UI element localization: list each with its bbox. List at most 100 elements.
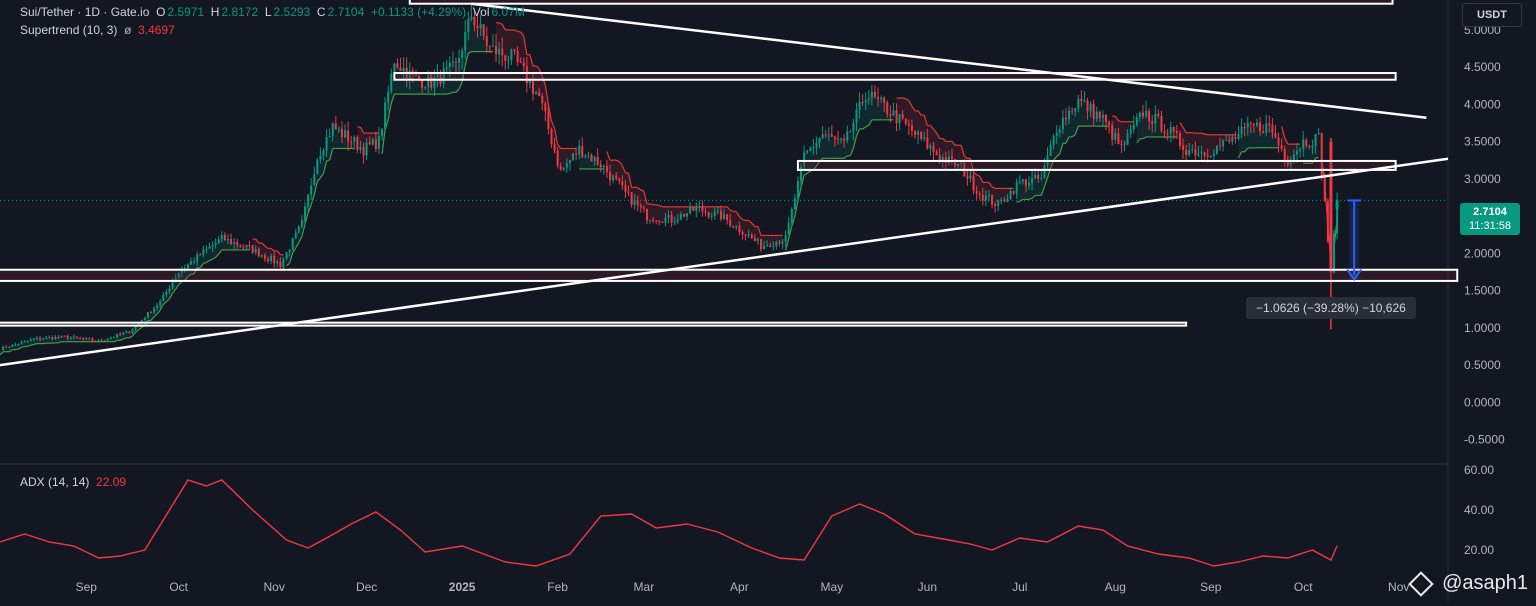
- candle-body: [156, 305, 158, 308]
- candle-body: [1022, 179, 1024, 181]
- candle-body: [683, 214, 685, 217]
- candle-body: [538, 92, 540, 96]
- candle-body: [671, 215, 673, 222]
- candle-body: [763, 246, 765, 250]
- candle-body: [880, 98, 882, 99]
- candle-body: [1259, 123, 1261, 132]
- candle-body: [788, 223, 790, 235]
- candle-body: [51, 337, 53, 339]
- candle-body: [686, 213, 688, 216]
- candle-body: [76, 337, 78, 338]
- candle-body: [110, 338, 112, 339]
- candle-body: [1216, 146, 1218, 154]
- candle-body: [1244, 127, 1246, 128]
- candle-body: [785, 235, 787, 241]
- candle-body: [828, 134, 830, 135]
- candle-body: [1315, 134, 1317, 146]
- adx-label: ADX (14, 14): [20, 475, 89, 489]
- candle-body: [1167, 133, 1169, 134]
- adx-legend[interactable]: ADX (14, 14) 22.09: [20, 475, 126, 489]
- volume-label: Vol: [473, 5, 490, 19]
- open-label: O: [156, 5, 165, 19]
- candle-body: [261, 255, 263, 256]
- candle-body: [1099, 112, 1101, 119]
- x-tick-label: Nov: [264, 580, 285, 594]
- candle-body: [1080, 99, 1082, 101]
- candle-body: [911, 125, 913, 130]
- candle-body: [1087, 101, 1089, 112]
- candle-body: [215, 243, 217, 245]
- candle-body: [1157, 114, 1159, 116]
- candle-body: [1213, 154, 1215, 156]
- candle-body: [760, 239, 762, 249]
- candle-body: [359, 147, 361, 150]
- candle-body: [1148, 111, 1150, 121]
- candle-body: [1305, 140, 1307, 146]
- candle-body: [48, 337, 50, 338]
- candle-body: [646, 209, 648, 221]
- candle-body: [920, 132, 922, 139]
- candle-body: [104, 340, 106, 341]
- candle-body: [128, 331, 130, 333]
- candle-body: [1133, 125, 1135, 130]
- candle-body: [563, 167, 565, 169]
- candle-body: [335, 123, 337, 129]
- candle-body: [82, 338, 84, 339]
- candle-body: [936, 152, 938, 155]
- candle-body: [769, 245, 771, 246]
- candle-body: [196, 254, 198, 261]
- candle-body: [424, 87, 426, 88]
- candle-body: [982, 195, 984, 201]
- candle-body: [319, 156, 321, 160]
- currency-button[interactable]: USDT: [1462, 3, 1522, 27]
- candle-body: [242, 247, 244, 248]
- candle-body: [652, 220, 654, 221]
- candle-body: [1065, 118, 1067, 120]
- x-tick-label: Oct: [169, 580, 188, 594]
- measure-tooltip: −1.0626 (−39.28%) −10,626: [1246, 297, 1416, 319]
- candle-body: [162, 295, 164, 301]
- candle-body: [61, 336, 63, 338]
- candle-body: [168, 289, 170, 292]
- candle-body: [341, 129, 343, 137]
- candle-body: [899, 114, 901, 123]
- candle-body: [1136, 117, 1138, 125]
- watermark: @asaph1: [1412, 572, 1528, 595]
- candle-body: [107, 339, 109, 340]
- candle-body: [775, 242, 777, 246]
- candle-body: [390, 74, 392, 92]
- candle-body: [1204, 152, 1206, 156]
- x-tick-label: Jul: [1012, 580, 1027, 594]
- candle-body: [190, 261, 192, 264]
- candle-body: [726, 214, 728, 220]
- candle-body: [369, 142, 371, 144]
- candle-body: [932, 146, 934, 152]
- candle-body: [249, 245, 251, 246]
- candle-body: [815, 143, 817, 147]
- candle-body: [1185, 150, 1187, 155]
- candle-body: [1318, 133, 1320, 134]
- candle-body: [661, 222, 663, 223]
- candle-body: [159, 301, 161, 305]
- candle-body: [329, 136, 331, 137]
- candle-body: [403, 68, 405, 71]
- candle-body: [809, 148, 811, 151]
- eye-slash-icon[interactable]: ø: [124, 23, 131, 37]
- candle-body: [1284, 149, 1286, 160]
- candle-body: [692, 207, 694, 211]
- candle-body: [865, 100, 867, 103]
- candle-body: [735, 226, 737, 228]
- candle-body: [239, 245, 241, 246]
- candle-body: [344, 130, 346, 137]
- candle-body: [544, 103, 546, 111]
- symbol-title[interactable]: Sui/Tether · 1D · Gate.io: [20, 5, 149, 19]
- candle-body: [584, 156, 586, 157]
- candle-body: [883, 98, 885, 103]
- candle-body: [446, 67, 448, 69]
- supertrend-legend[interactable]: Supertrend (10, 3) ø 3.4697: [20, 23, 175, 37]
- y-tick-label: 3.0000: [1464, 172, 1501, 186]
- candle-body: [1050, 145, 1052, 156]
- candle-body: [1250, 123, 1252, 124]
- candle-body: [569, 160, 571, 163]
- candle-body: [819, 138, 821, 143]
